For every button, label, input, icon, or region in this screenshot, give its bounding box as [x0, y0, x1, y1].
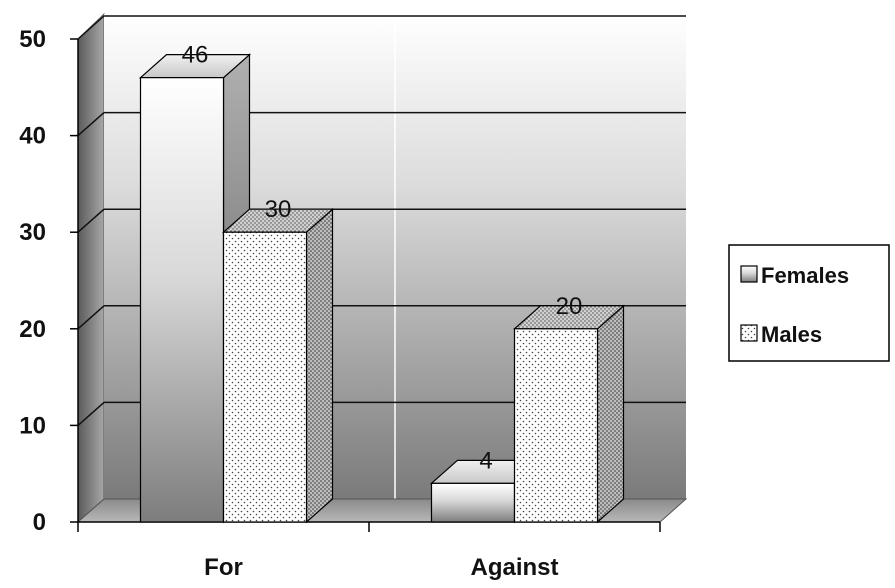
gridline-side	[77, 305, 105, 330]
y-tick-label: 50	[19, 26, 46, 53]
y-tick-label: 30	[19, 219, 46, 246]
bar-males-for	[221, 207, 335, 524]
bar-front	[513, 328, 599, 523]
legend-label-females: Females	[761, 263, 849, 288]
bar-front	[139, 77, 225, 523]
gridline-side	[77, 208, 105, 233]
legend-box	[728, 244, 890, 362]
data-label: 20	[556, 293, 583, 320]
x-category-label: For	[204, 554, 243, 581]
y-axis: 0 10 20 30 40 50	[19, 26, 79, 536]
x-category-label: Against	[470, 554, 558, 581]
y-tick-label: 40	[19, 123, 46, 150]
data-label: 4	[479, 447, 492, 474]
gridline-side	[77, 15, 105, 40]
bar-front	[430, 482, 516, 523]
data-label: 30	[265, 196, 292, 223]
bar-males-against	[512, 304, 626, 524]
legend: Females Males	[728, 244, 890, 362]
gridline-side	[77, 112, 105, 137]
y-tick-label: 0	[33, 509, 46, 536]
bar-side	[596, 304, 625, 524]
y-tick-label: 20	[19, 316, 46, 343]
bar-side	[305, 207, 334, 524]
y-tick-label: 10	[19, 412, 46, 439]
left-side-wall	[77, 12, 105, 524]
gridline-side	[77, 401, 105, 426]
x-axis: For Against	[77, 521, 661, 581]
data-labels: 46 30 4 20	[182, 42, 583, 475]
bar-front	[222, 231, 308, 523]
legend-swatch-females	[740, 265, 758, 283]
legend-label-males: Males	[761, 322, 822, 347]
data-label: 46	[182, 42, 209, 69]
legend-swatch-males	[740, 324, 758, 342]
bars	[138, 53, 626, 524]
